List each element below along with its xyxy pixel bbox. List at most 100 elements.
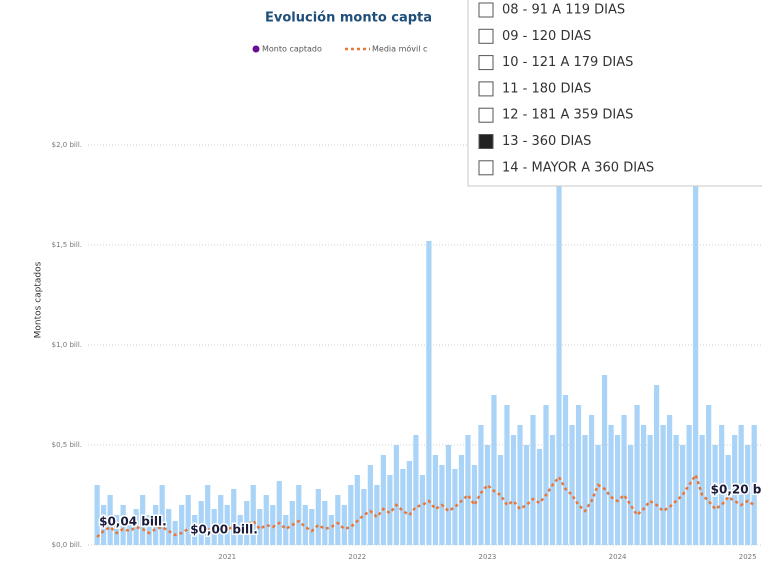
bar	[627, 445, 634, 545]
bar	[588, 415, 595, 545]
option-label[interactable]: 08 - 91 A 119 DIAS	[502, 3, 625, 18]
bar	[654, 385, 660, 545]
bar	[452, 469, 458, 545]
bar	[582, 435, 588, 545]
bar	[660, 425, 666, 545]
moving-average-line	[96, 472, 755, 538]
bar	[185, 495, 191, 545]
bar	[445, 445, 452, 545]
bar	[510, 435, 517, 545]
option-label[interactable]: 10 - 121 A 179 DIAS	[502, 55, 633, 70]
bar	[133, 509, 139, 545]
bar	[699, 435, 705, 545]
bar	[387, 475, 393, 545]
legend: Monto captado Media móvil c	[252, 44, 427, 54]
bar	[647, 435, 653, 545]
bar	[673, 435, 679, 545]
bar	[120, 505, 126, 545]
bar	[491, 395, 497, 545]
bar	[680, 445, 686, 545]
bar	[478, 425, 484, 545]
bar	[693, 185, 699, 545]
bar	[283, 515, 289, 545]
bar	[686, 425, 692, 545]
x-tick-label: 2025	[739, 553, 757, 561]
bar	[751, 425, 757, 545]
bar	[211, 509, 217, 545]
bar	[484, 445, 491, 545]
bar	[432, 455, 439, 545]
bar	[471, 465, 478, 545]
bar	[302, 505, 308, 545]
bar	[276, 481, 282, 545]
y-tick-label: $0,0 bill.	[52, 541, 82, 549]
bar	[400, 469, 406, 545]
bar	[263, 495, 269, 545]
bar	[367, 465, 373, 545]
y-axis-label: Montos captados	[34, 261, 44, 338]
bar	[218, 495, 224, 545]
bar	[543, 405, 549, 545]
checkbox[interactable]	[478, 134, 494, 149]
bar	[289, 501, 295, 545]
bar	[348, 485, 354, 545]
option-label[interactable]: 13 - 360 DIAS	[502, 134, 591, 149]
bar	[556, 175, 562, 545]
bar	[419, 475, 425, 545]
y-tick-label: $0,5 bill.	[52, 441, 82, 449]
chart-title: Evolución monto capta	[265, 11, 432, 26]
bar	[719, 425, 725, 545]
bar	[614, 435, 621, 545]
checkbox[interactable]	[478, 107, 494, 123]
bar	[179, 505, 185, 545]
bar	[634, 405, 640, 545]
bar	[374, 485, 380, 545]
bar	[706, 405, 712, 545]
bar	[601, 375, 608, 545]
bar	[406, 461, 412, 545]
y-tick-label: $1,5 bill.	[52, 241, 82, 249]
bar	[575, 405, 582, 545]
x-tick-label: 2022	[348, 553, 366, 561]
bar	[712, 445, 718, 545]
data-label: $0,00 bill.	[190, 523, 258, 537]
bar	[497, 455, 504, 545]
checkbox[interactable]	[478, 160, 494, 176]
bar	[166, 509, 172, 545]
legend-swatch	[252, 45, 260, 53]
bar	[621, 415, 627, 545]
checkbox[interactable]	[478, 81, 494, 97]
option-label[interactable]: 09 - 120 DIAS	[502, 29, 591, 44]
bar	[335, 495, 341, 545]
option-label[interactable]: 11 - 180 DIAS	[502, 81, 591, 96]
checkbox[interactable]	[478, 55, 494, 71]
plot: $0,0 bill. $0,5 bill. $1,0 bill. $1,5 bill.…	[52, 141, 762, 561]
checkbox[interactable]	[478, 2, 494, 18]
legend-label: Media móvil c	[372, 44, 427, 54]
bar	[393, 445, 399, 545]
bar	[205, 485, 211, 545]
bar	[94, 485, 100, 545]
bar	[146, 515, 152, 545]
bar	[745, 445, 751, 545]
bar	[465, 435, 471, 545]
bar	[224, 505, 230, 545]
option-label[interactable]: 12 - 181 A 359 DIAS	[502, 108, 633, 123]
dropdown-panel	[467, 0, 762, 187]
bar	[309, 509, 315, 545]
bar	[172, 521, 178, 545]
bar	[523, 445, 530, 545]
checkbox[interactable]	[478, 28, 494, 44]
bar	[250, 485, 256, 545]
data-label: $0,04 bill.	[99, 515, 167, 529]
bar	[159, 485, 165, 545]
legend-label: Monto captado	[262, 45, 322, 54]
bar	[231, 489, 237, 545]
bar	[725, 455, 731, 545]
dropdown[interactable]: 08 - 91 A 119 DIAS 09 - 120 DIAS 10 - 121 …	[467, 0, 762, 187]
data-label: $0,20 bill.	[711, 483, 762, 497]
bar	[198, 501, 204, 545]
y-tick-label: $1,0 bill.	[52, 341, 82, 349]
option-label[interactable]: 14 - MAYOR A 360 DIAS	[502, 160, 654, 175]
